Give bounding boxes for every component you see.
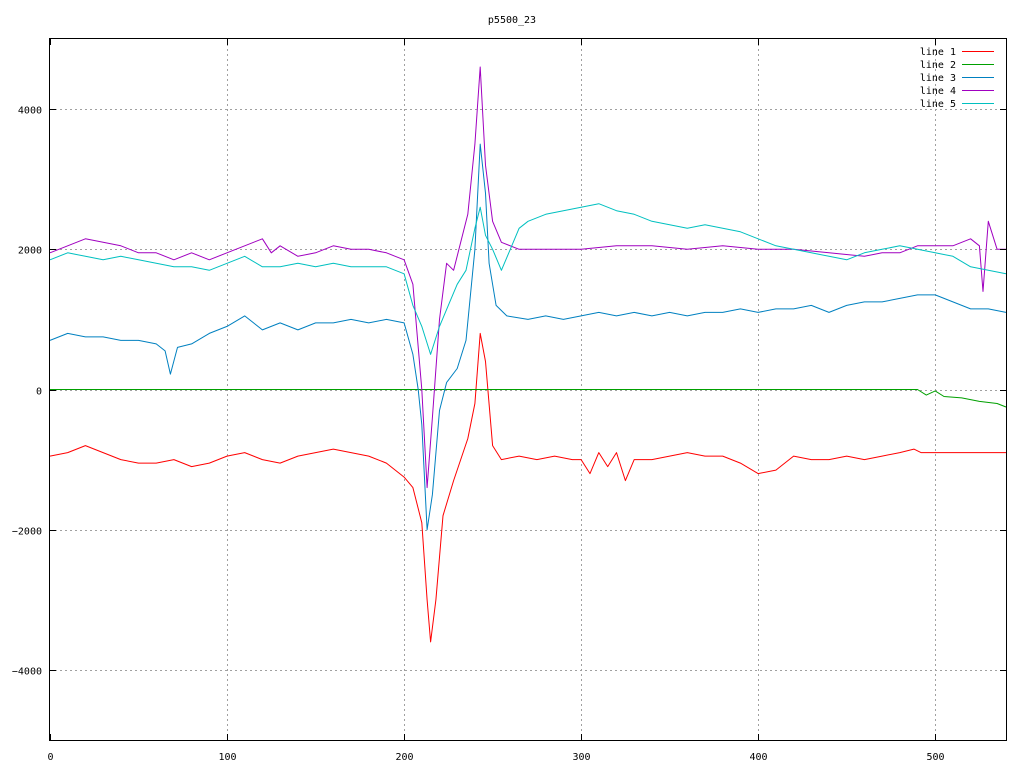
plot-frame xyxy=(49,38,1007,741)
x-tick-label: 0 xyxy=(47,752,53,763)
x-tick-label: 400 xyxy=(749,752,767,763)
x-tick-label: 300 xyxy=(572,752,590,763)
series-line-4 xyxy=(49,66,1006,489)
y-tick-label: 2000 xyxy=(18,246,42,257)
legend-label: line 1 xyxy=(920,47,956,58)
y-tick-label: −4000 xyxy=(12,667,42,678)
y-tick-label: 4000 xyxy=(18,106,42,117)
chart-title: p5500_23 xyxy=(488,15,536,26)
series-line-3 xyxy=(49,143,1007,531)
legend-label: line 3 xyxy=(920,73,956,84)
y-tick-label: −2000 xyxy=(12,527,42,538)
series-line-1 xyxy=(49,332,1006,643)
series-lines xyxy=(49,66,1007,643)
x-tick-label: 200 xyxy=(395,752,413,763)
legend: line 1 line 2 line 3 line 4 line 5 xyxy=(920,47,994,110)
legend-label: line 2 xyxy=(920,60,956,71)
series-line-2 xyxy=(50,389,1007,408)
x-tick-label: 100 xyxy=(218,752,236,763)
y-tick-label: 0 xyxy=(36,387,42,398)
legend-label: line 5 xyxy=(920,99,956,110)
legend-label: line 4 xyxy=(920,86,956,97)
x-tick-label: 500 xyxy=(926,752,944,763)
axis-ticks: 0 100 200 300 400 500 −4000 −2000 0 2000 4000 xyxy=(12,39,1006,763)
series-line-5 xyxy=(49,203,1007,355)
